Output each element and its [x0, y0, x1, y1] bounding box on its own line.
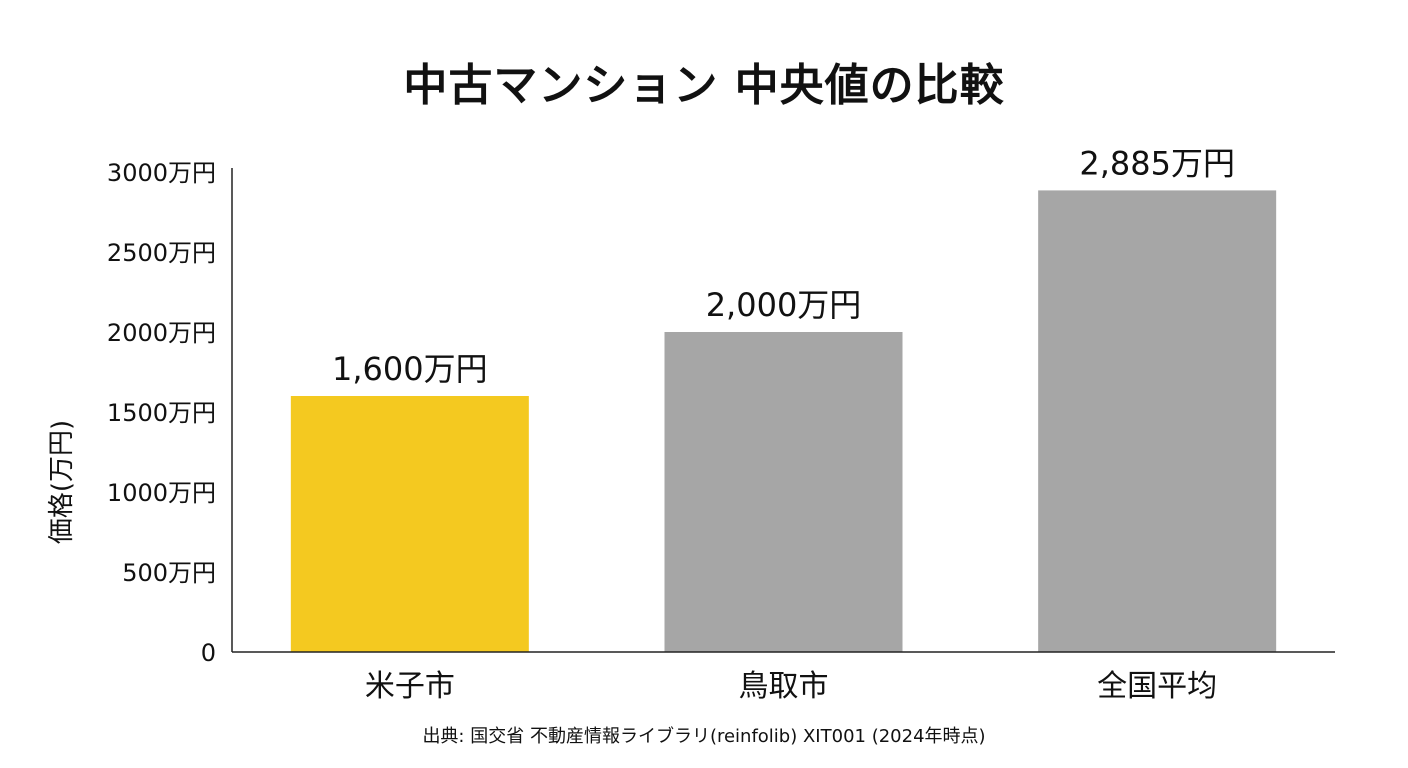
- x-tick-label: 鳥取市: [739, 669, 829, 704]
- y-tick-label: 0: [201, 639, 216, 667]
- data-label: 2,000万円: [706, 286, 862, 324]
- bar-1: [290, 396, 529, 652]
- x-axis: 米子市 鳥取市 全国平均: [232, 651, 1335, 704]
- y-tick-label: 1000万円: [107, 479, 216, 507]
- data-label: 1,600万円: [332, 350, 488, 388]
- bar-2: [664, 332, 903, 652]
- y-tick-label: 500万円: [122, 559, 216, 587]
- y-axis-label: 価格(万円): [47, 420, 77, 544]
- y-axis: 0 500万円 1000万円 1500万円 2000万円 2500万円 3000万円: [107, 159, 233, 667]
- bars: 1,600万円 2,000万円 2,885万円: [290, 144, 1277, 652]
- bar-3: [1038, 190, 1277, 652]
- y-tick-label: 2000万円: [107, 319, 216, 347]
- x-tick-label: 米子市: [365, 669, 455, 704]
- x-tick-label: 全国平均: [1097, 669, 1217, 704]
- y-tick-label: 1500万円: [107, 399, 216, 427]
- source-note: 出典: 国交省 不動産情報ライブラリ(reinfolib) XIT001 (20…: [422, 726, 986, 747]
- data-label: 2,885万円: [1079, 144, 1235, 182]
- y-tick-label: 3000万円: [107, 159, 216, 187]
- y-tick-label: 2500万円: [107, 239, 216, 267]
- chart-title: 中古マンション 中央値の比較: [403, 60, 1005, 111]
